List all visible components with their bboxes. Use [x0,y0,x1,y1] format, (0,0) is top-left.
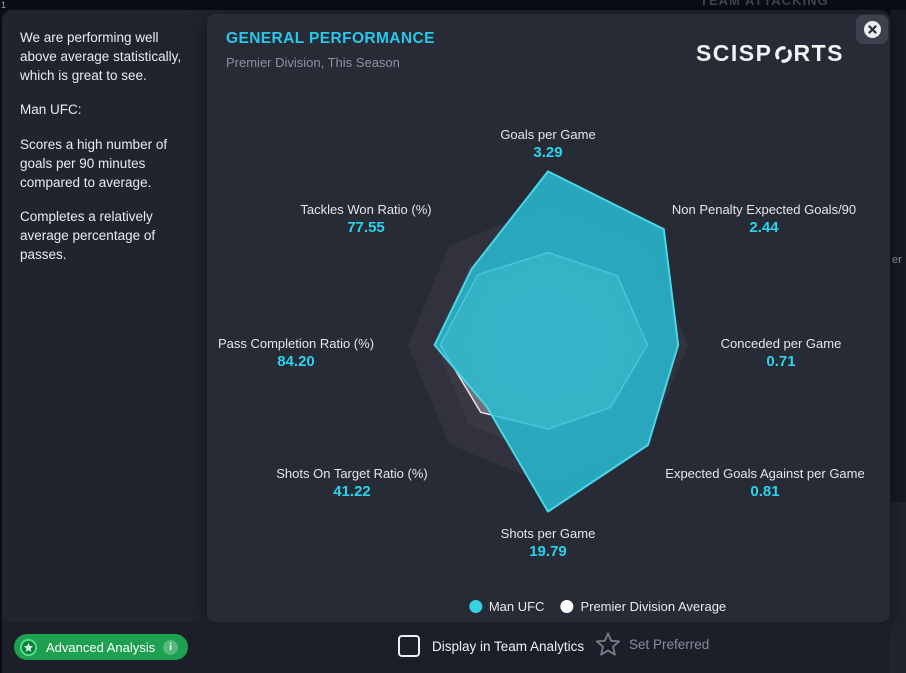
chart-title: GENERAL PERFORMANCE [226,30,435,47]
axis-name: Expected Goals Against per Game [665,466,865,481]
display-in-team-analytics-label: Display in Team Analytics [432,638,585,654]
axis-value: 3.29 [533,144,563,161]
set-preferred-label: Set Preferred [629,637,710,652]
close-button[interactable] [856,15,888,44]
analysis-modal: We are performing well above average sta… [2,10,890,673]
radar-series-man-ufc [433,170,680,513]
backdrop-left-fragment: 1 [1,0,7,10]
radar-axis-label: Shots On Target Ratio (%) 41.22 [276,466,428,500]
radar-axis-label: Pass Completion Ratio (%) 84.20 [218,336,374,370]
axis-name: Shots per Game [500,526,596,541]
display-in-team-analytics-toggle[interactable]: Display in Team Analytics [398,635,584,657]
axis-name: Shots On Target Ratio (%) [276,466,428,481]
scisports-logo-text: SCISP [695,40,773,66]
close-icon [863,21,881,38]
legend-item-premier-division-average[interactable]: Premier Division Average [560,599,726,614]
insight-paragraph: We are performing well above average sta… [20,30,182,84]
chart-legend: Man UFC Premier Division Average [468,599,726,614]
advanced-analysis-label: Advanced Analysis [46,639,156,655]
axis-value: 84.20 [277,353,315,370]
advanced-analysis-button[interactable]: Advanced Analysis i [14,634,189,660]
axis-name: Conceded per Game [720,336,842,351]
legend-dot-man-ufc-icon [468,600,482,613]
axis-name: Non Penalty Expected Goals/90 [671,202,857,217]
axis-value: 2.44 [749,219,779,236]
axis-value: 19.79 [529,543,567,560]
radar-axis-label: Tackles Won Ratio (%) 77.55 [300,202,431,236]
axis-value: 41.22 [333,483,371,500]
backdrop-right-fragment: er [892,254,902,266]
star-outline-icon [595,632,621,656]
background-team-attacking-label: TEAM ATTACKING [700,0,829,8]
radar-axis-label: Non Penalty Expected Goals/90 2.44 [672,202,856,236]
legend-label: Man UFC [488,599,545,614]
backdrop-top-strip: TEAM ATTACKING [0,0,906,10]
star-badge-icon [19,638,38,656]
radar-axis-label: Shots per Game 19.79 [501,526,596,560]
radar-axis-label: Goals per Game 3.29 [500,127,595,161]
backdrop-right-strip: er [890,10,906,673]
axis-name: Pass Completion Ratio (%) [217,336,375,351]
insight-paragraph: Man UFC: [20,102,82,118]
radar-axis-label: Expected Goals Against per Game 0.81 [665,466,864,500]
display-in-team-analytics-checkbox[interactable] [398,635,420,657]
legend-item-man-ufc[interactable]: Man UFC [468,599,545,614]
axis-name: Tackles Won Ratio (%) [300,202,432,217]
scisports-logo: SCISP RTS [696,40,844,67]
insight-paragraph: Scores a high number of goals per 90 min… [20,136,168,190]
footer-bar: Advanced Analysis i Display in Team Anal… [2,622,890,673]
radar-grid-ring [408,205,688,485]
chart-subtitle: Premier Division, This Season [226,55,400,70]
radar-grid-ring [464,261,632,429]
backdrop-right-panel [890,502,906,673]
radar-grid-ring [492,289,604,401]
radar-chart [408,170,688,513]
radar-grid-ring [436,233,660,457]
scisports-logo-text: RTS [793,40,844,66]
set-preferred-button[interactable]: Set Preferred [594,631,709,658]
chart-card: GENERAL PERFORMANCE Premier Division, Th… [207,14,890,622]
scisports-swirl-o-icon [774,46,792,63]
axis-value: 77.55 [347,219,385,236]
insight-panel: We are performing well above average sta… [20,28,198,280]
radar-series-premier-division-average [439,251,649,430]
legend-dot-average-icon [560,600,574,613]
legend-label: Premier Division Average [580,599,727,614]
axis-value: 0.81 [750,483,780,500]
info-icon[interactable]: i [163,639,179,655]
insight-paragraph: Completes a relatively average percentag… [20,209,156,263]
radar-grid-ring [520,317,576,373]
axis-name: Goals per Game [500,127,596,142]
radar-axis-label: Conceded per Game 0.71 [721,336,842,370]
axis-value: 0.71 [766,353,796,370]
